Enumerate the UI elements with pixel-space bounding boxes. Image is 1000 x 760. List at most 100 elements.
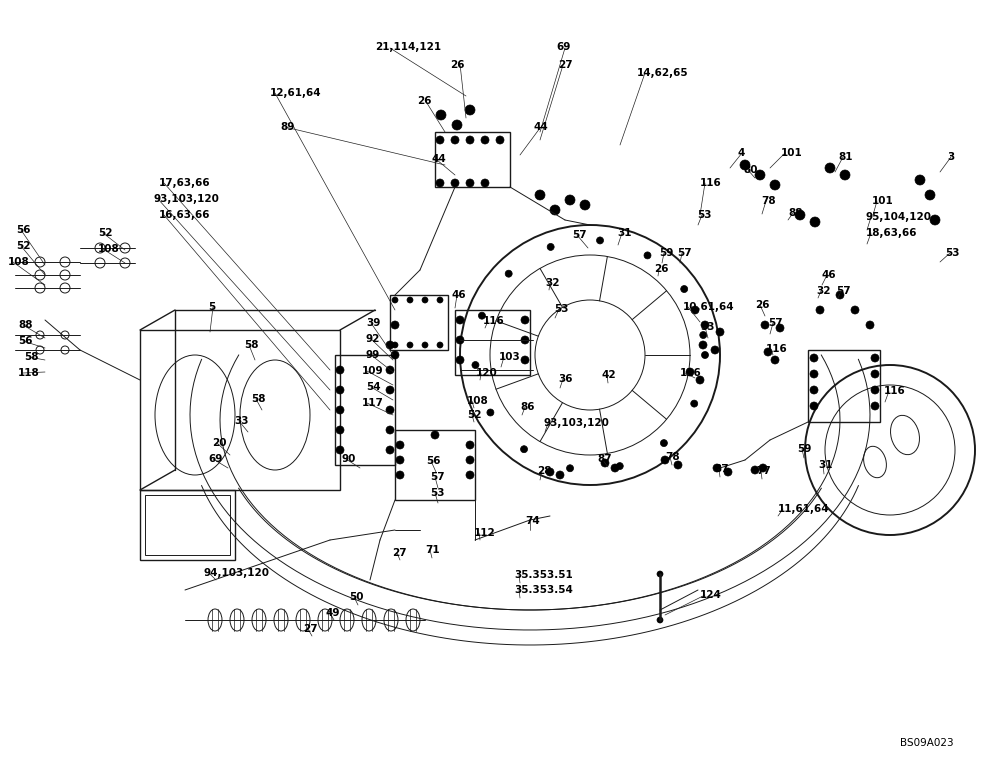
Circle shape xyxy=(407,342,413,348)
Text: 31: 31 xyxy=(617,228,632,238)
Text: 52: 52 xyxy=(467,410,482,420)
Text: 58: 58 xyxy=(24,352,38,362)
Bar xyxy=(390,295,448,350)
Text: 26: 26 xyxy=(417,96,432,106)
Circle shape xyxy=(550,205,560,215)
Text: 3: 3 xyxy=(947,152,954,162)
Circle shape xyxy=(547,243,554,251)
Text: 57: 57 xyxy=(677,248,692,258)
Circle shape xyxy=(871,354,879,362)
Text: 53: 53 xyxy=(697,210,712,220)
Circle shape xyxy=(466,471,474,479)
Circle shape xyxy=(755,170,765,180)
Circle shape xyxy=(556,471,564,479)
Circle shape xyxy=(825,163,835,173)
Text: 35.353.54: 35.353.54 xyxy=(514,585,573,595)
Circle shape xyxy=(466,456,474,464)
Circle shape xyxy=(925,190,935,200)
Text: 116: 116 xyxy=(766,344,788,354)
Circle shape xyxy=(702,351,708,359)
Circle shape xyxy=(657,617,663,623)
Circle shape xyxy=(795,210,805,220)
Bar xyxy=(455,310,530,375)
Circle shape xyxy=(699,341,707,349)
Text: 94,103,120: 94,103,120 xyxy=(204,568,270,578)
Circle shape xyxy=(392,297,398,303)
Circle shape xyxy=(505,271,512,277)
Circle shape xyxy=(871,370,879,378)
Text: 86: 86 xyxy=(520,402,534,412)
Circle shape xyxy=(386,406,394,414)
Text: 17,63,66: 17,63,66 xyxy=(159,178,211,188)
Text: 69: 69 xyxy=(556,42,570,52)
Circle shape xyxy=(407,297,413,303)
Circle shape xyxy=(810,370,818,378)
Circle shape xyxy=(431,431,439,439)
Circle shape xyxy=(711,346,719,354)
Circle shape xyxy=(691,400,698,407)
Circle shape xyxy=(930,215,940,225)
Text: 89: 89 xyxy=(280,122,294,132)
Bar xyxy=(145,495,230,555)
Text: 87: 87 xyxy=(597,454,612,464)
Circle shape xyxy=(481,136,489,144)
Text: 20: 20 xyxy=(212,438,226,448)
Text: 28: 28 xyxy=(537,466,552,476)
Text: 46: 46 xyxy=(452,290,467,300)
Circle shape xyxy=(437,297,443,303)
Circle shape xyxy=(644,252,651,259)
Text: 14,62,65: 14,62,65 xyxy=(637,68,689,78)
Text: 116: 116 xyxy=(680,368,702,378)
Circle shape xyxy=(521,316,529,324)
Text: 4: 4 xyxy=(738,148,745,158)
Circle shape xyxy=(681,286,688,293)
Text: 57: 57 xyxy=(572,230,587,240)
Text: 27: 27 xyxy=(558,60,573,70)
Text: 21,114,121: 21,114,121 xyxy=(375,42,441,52)
Text: 53: 53 xyxy=(554,304,568,314)
Text: 81: 81 xyxy=(838,152,852,162)
Text: 56: 56 xyxy=(18,336,32,346)
Circle shape xyxy=(724,468,732,476)
Text: 5: 5 xyxy=(208,302,215,312)
Text: 58: 58 xyxy=(251,394,266,404)
Bar xyxy=(395,430,475,500)
Circle shape xyxy=(392,342,398,348)
Text: 50: 50 xyxy=(349,592,364,602)
Text: 78: 78 xyxy=(761,196,776,206)
Bar xyxy=(140,330,340,490)
Text: 108: 108 xyxy=(8,257,30,267)
Text: 37: 37 xyxy=(714,464,729,474)
Text: 93,103,120: 93,103,120 xyxy=(153,194,219,204)
Circle shape xyxy=(422,342,428,348)
Text: 12,61,64: 12,61,64 xyxy=(270,88,322,98)
Text: 53: 53 xyxy=(700,322,714,332)
Circle shape xyxy=(386,446,394,454)
Text: 44: 44 xyxy=(431,154,446,164)
Text: 52: 52 xyxy=(98,228,112,238)
Circle shape xyxy=(391,321,399,329)
Circle shape xyxy=(456,336,464,344)
Circle shape xyxy=(691,306,699,314)
Text: 27: 27 xyxy=(303,624,318,634)
Text: 108: 108 xyxy=(467,396,489,406)
Circle shape xyxy=(487,409,494,416)
Circle shape xyxy=(466,136,474,144)
Text: 108: 108 xyxy=(98,244,120,254)
Circle shape xyxy=(466,441,474,449)
Circle shape xyxy=(915,175,925,185)
Circle shape xyxy=(456,316,464,324)
Circle shape xyxy=(686,368,694,376)
Circle shape xyxy=(674,461,682,469)
Circle shape xyxy=(751,466,759,474)
Text: 42: 42 xyxy=(602,370,617,380)
Text: 57: 57 xyxy=(836,286,851,296)
Circle shape xyxy=(871,386,879,394)
Text: 49: 49 xyxy=(325,608,340,618)
Circle shape xyxy=(386,426,394,434)
Bar xyxy=(435,132,510,187)
Circle shape xyxy=(396,441,404,449)
Circle shape xyxy=(776,324,784,332)
Text: 74: 74 xyxy=(525,516,540,526)
Text: 32: 32 xyxy=(816,286,830,296)
